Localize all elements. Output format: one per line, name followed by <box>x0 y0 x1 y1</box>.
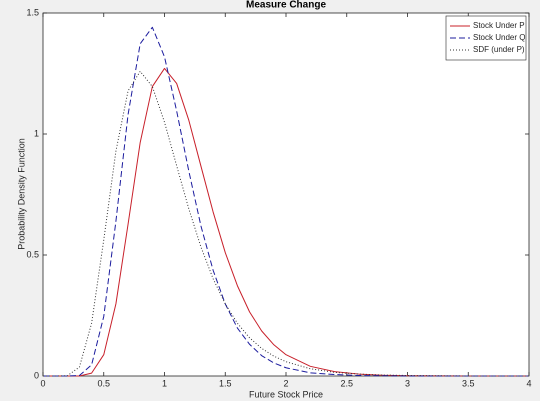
y-tick-label: 1.5 <box>26 7 39 17</box>
x-tick-label: 3 <box>405 378 410 388</box>
x-axis-label: Future Stock Price <box>249 389 323 399</box>
x-tick-label: 1.5 <box>219 378 232 388</box>
x-tick-label: 2.5 <box>340 378 353 388</box>
legend-label: SDF (under P) <box>473 45 525 54</box>
y-tick-label: 0 <box>34 370 39 380</box>
chart-title: Measure Change <box>246 0 326 11</box>
legend-label: Stock Under Q <box>473 33 525 42</box>
series-line <box>43 67 529 377</box>
x-tick-label: 1 <box>162 378 167 388</box>
x-tick-label: 0 <box>40 378 45 388</box>
y-tick-label: 1 <box>34 128 39 138</box>
series-line <box>43 70 529 377</box>
x-tick-label: 3.5 <box>462 378 475 388</box>
x-tick-label: 0.5 <box>97 378 110 388</box>
plot-area <box>42 12 530 377</box>
x-tick-label: 2 <box>283 378 288 388</box>
y-axis-label: Probability Density Function <box>16 138 26 250</box>
legend-label: Stock Under P <box>473 21 525 30</box>
x-tick-label: 4 <box>526 378 531 388</box>
y-tick-label: 0.5 <box>26 249 39 259</box>
series-line <box>43 26 529 377</box>
